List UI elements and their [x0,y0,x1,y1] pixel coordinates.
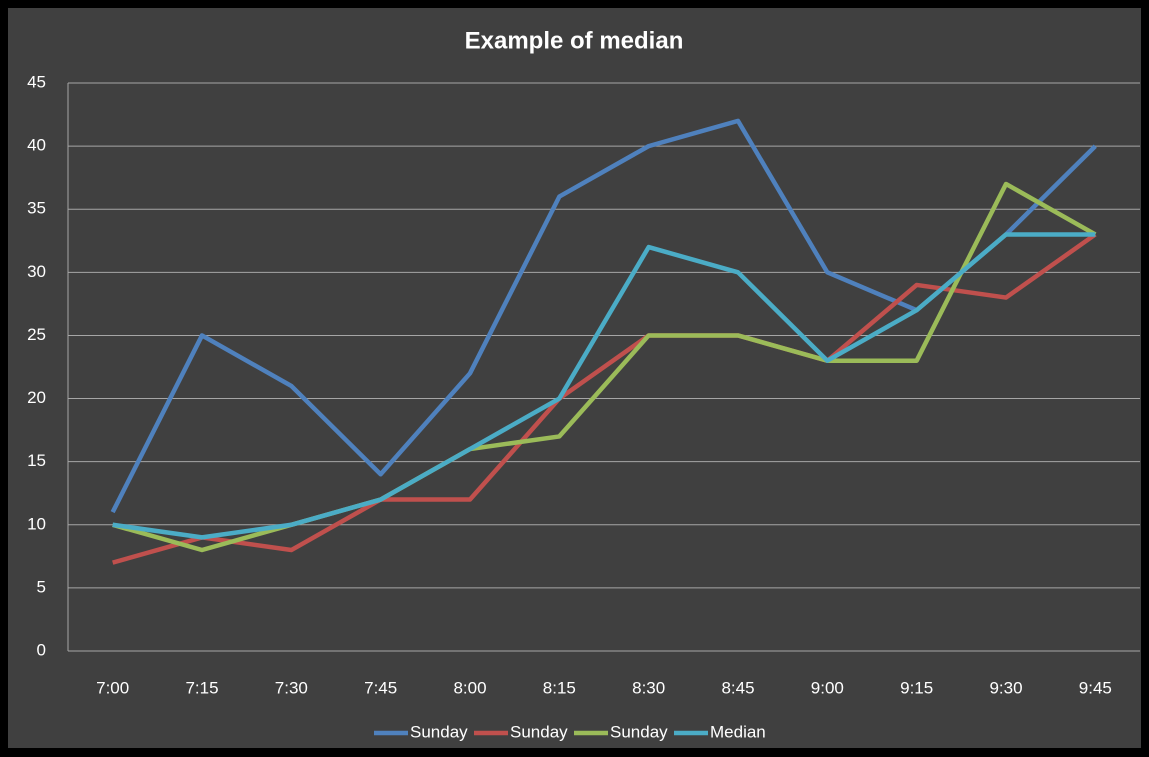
legend-label: Sunday [410,722,468,741]
x-tick-label: 8:15 [543,678,576,697]
x-tick-label: 8:30 [632,678,665,697]
y-tick-label: 15 [27,451,46,470]
y-tick-label: 5 [37,577,46,596]
legend-label: Sunday [610,722,668,741]
x-tick-label: 8:00 [453,678,486,697]
x-tick-label: 9:45 [1079,678,1112,697]
x-tick-label: 7:15 [185,678,218,697]
y-tick-label: 35 [27,199,46,218]
x-tick-label: 7:00 [96,678,129,697]
y-tick-label: 10 [27,514,46,533]
x-tick-label: 9:00 [811,678,844,697]
legend-label: Median [710,722,766,741]
x-tick-label: 9:15 [900,678,933,697]
series-line [112,232,1097,565]
y-tick-label: 25 [27,325,46,344]
chart-background [8,8,1141,748]
series-line [112,232,1096,540]
y-tick-label: 45 [27,72,46,91]
y-tick-label: 40 [27,136,46,155]
x-tick-label: 7:45 [364,678,397,697]
y-tick-label: 30 [27,262,46,281]
x-tick-label: 8:45 [721,678,754,697]
y-tick-label: 0 [37,640,46,659]
y-tick-label: 20 [27,388,46,407]
chart-title: Example of median [465,27,684,54]
x-tick-label: 7:30 [275,678,308,697]
legend-label: Sunday [510,722,568,741]
x-tick-label: 9:30 [989,678,1022,697]
